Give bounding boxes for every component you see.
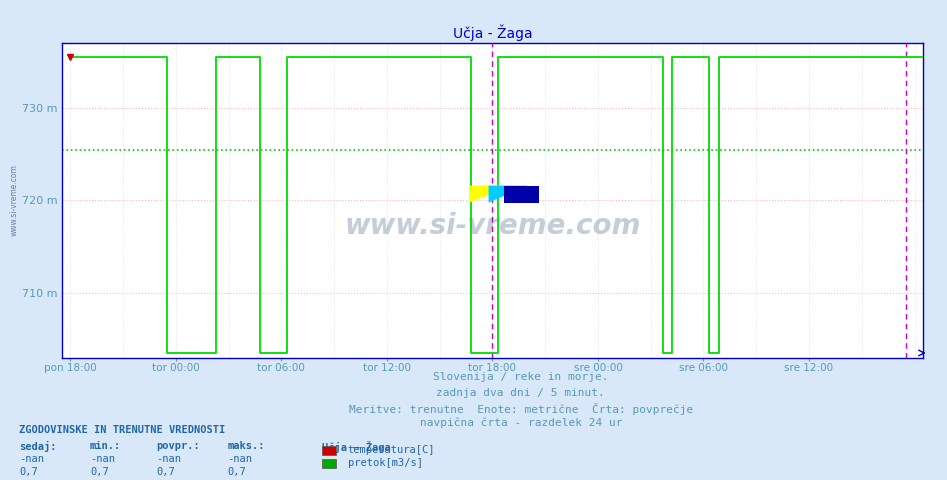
Polygon shape bbox=[504, 186, 539, 203]
Text: Slovenija / reke in morje.: Slovenija / reke in morje. bbox=[433, 372, 609, 382]
Text: maks.:: maks.: bbox=[227, 441, 265, 451]
Text: 0,7: 0,7 bbox=[90, 467, 109, 477]
Text: Meritve: trenutne  Enote: metrične  Črta: povprečje: Meritve: trenutne Enote: metrične Črta: … bbox=[348, 403, 693, 415]
Title: Učja - Žaga: Učja - Žaga bbox=[453, 24, 532, 41]
Text: 0,7: 0,7 bbox=[19, 467, 38, 477]
Polygon shape bbox=[489, 186, 527, 203]
Text: povpr.:: povpr.: bbox=[156, 441, 200, 451]
Text: -nan: -nan bbox=[90, 454, 115, 464]
Text: -nan: -nan bbox=[19, 454, 44, 464]
Text: temperatura[C]: temperatura[C] bbox=[348, 445, 435, 455]
Text: www.si-vreme.com: www.si-vreme.com bbox=[9, 165, 19, 236]
Text: 0,7: 0,7 bbox=[227, 467, 246, 477]
Text: 0,7: 0,7 bbox=[156, 467, 175, 477]
Text: navpična črta - razdelek 24 ur: navpična črta - razdelek 24 ur bbox=[420, 418, 622, 428]
Text: -nan: -nan bbox=[156, 454, 181, 464]
Text: pretok[m3/s]: pretok[m3/s] bbox=[348, 458, 422, 468]
Text: sedaj:: sedaj: bbox=[19, 441, 57, 452]
Text: www.si-vreme.com: www.si-vreme.com bbox=[344, 212, 641, 240]
Text: Učja – Žaga: Učja – Žaga bbox=[322, 441, 391, 453]
Text: ZGODOVINSKE IN TRENUTNE VREDNOSTI: ZGODOVINSKE IN TRENUTNE VREDNOSTI bbox=[19, 425, 225, 435]
Text: min.:: min.: bbox=[90, 441, 121, 451]
Text: zadnja dva dni / 5 minut.: zadnja dva dni / 5 minut. bbox=[437, 388, 605, 398]
Text: -nan: -nan bbox=[227, 454, 252, 464]
Polygon shape bbox=[469, 186, 511, 203]
